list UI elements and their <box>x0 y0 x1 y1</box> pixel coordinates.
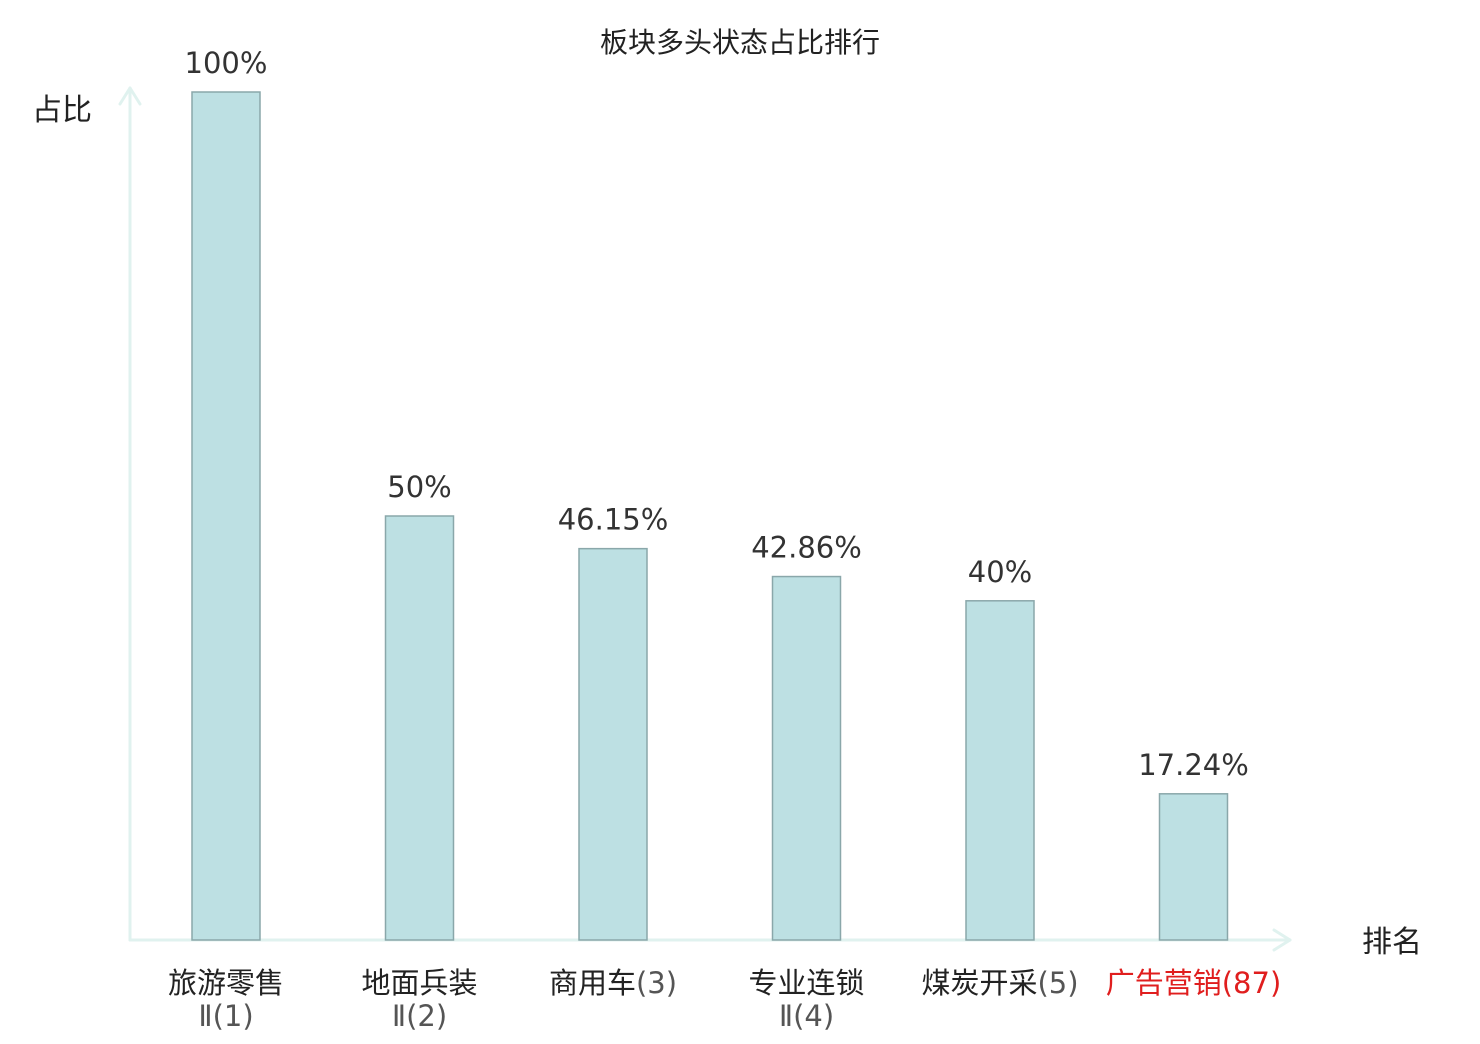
chart-title: 板块多头状态占比排行 <box>600 26 880 59</box>
category-rank-label: Ⅱ(2) <box>392 999 447 1033</box>
category-label: 商用车(3) <box>549 966 677 1000</box>
bar <box>771 575 842 941</box>
value-label: 42.86% <box>751 531 862 565</box>
y-axis-label: 占比 <box>32 93 92 128</box>
category-label: 专业连锁 <box>748 966 864 1000</box>
category-rank-label: Ⅱ(1) <box>198 999 253 1033</box>
category-name: 广告营销 <box>1106 966 1222 1000</box>
value-label: 100% <box>185 46 268 80</box>
x-axis-label: 排名 <box>1362 925 1422 960</box>
category-name: 煤炭开采 <box>921 966 1037 1000</box>
value-label: 17.24% <box>1138 748 1249 782</box>
category-rank-label: Ⅱ(4) <box>779 999 834 1033</box>
category-name: 商用车 <box>549 966 636 1000</box>
y-axis-arrow <box>118 86 142 106</box>
category-label: 地面兵装 <box>361 966 477 1000</box>
axes <box>118 86 1292 952</box>
bar <box>384 515 455 941</box>
value-label: 40% <box>968 555 1032 589</box>
value-label: 50% <box>387 470 451 504</box>
value-label: 46.15% <box>558 503 669 537</box>
category-rank: (5) <box>1037 966 1078 1000</box>
category-label: 旅游零售 <box>168 966 284 1000</box>
value-labels: 100% 50% 46.15% 42.86% 40% 17.24% <box>185 46 1249 782</box>
bar <box>191 91 261 941</box>
category-rank: (3) <box>636 966 677 1000</box>
bar <box>965 600 1035 941</box>
bar <box>578 547 648 941</box>
category-label: 广告营销(87) <box>1106 966 1282 1000</box>
x-axis-arrow <box>1272 928 1292 952</box>
bars <box>191 91 1229 941</box>
category-rank: (87) <box>1222 966 1282 1000</box>
category-label: 煤炭开采(5) <box>921 966 1078 1000</box>
bar <box>1158 793 1229 941</box>
